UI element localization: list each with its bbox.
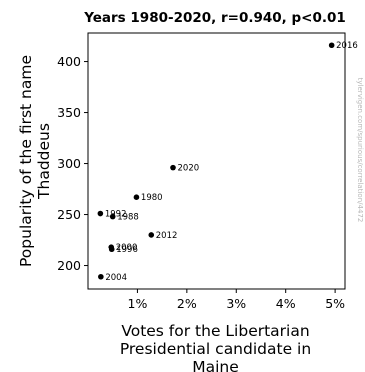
data-point-label: 2012 [156, 231, 178, 241]
data-point-label: 1992 [105, 210, 127, 220]
data-point [108, 244, 115, 250]
data-point [170, 164, 176, 171]
data-point [328, 42, 335, 49]
x-tick-label: 3% [226, 296, 246, 311]
data-point-label: 2020 [178, 164, 200, 174]
y-axis: 200 250 300 350 400 [57, 54, 88, 273]
data-point-label: 1996 [116, 245, 138, 255]
x-tick-label: 5% [325, 296, 345, 311]
data-point [98, 273, 104, 280]
watermark-text: tylervigen.com/spurious/correlation/4472 [356, 78, 364, 223]
data-point [97, 210, 104, 217]
y-axis-label: Popularity of the first nameThaddeus [17, 55, 53, 267]
plot-frame [87, 32, 346, 290]
x-axis: 1% 2% 3% 4% 5% [128, 289, 345, 311]
y-tick-label: 250 [57, 207, 81, 222]
x-axis-label-line: Maine [192, 358, 239, 372]
data-point-label: 1988 [117, 213, 139, 223]
y-tick-label: 350 [57, 105, 81, 120]
data-point-label: 1980 [141, 193, 163, 203]
x-tick-label: 4% [276, 296, 296, 311]
y-tick-label: 200 [57, 258, 81, 273]
x-axis-label-line: Votes for the Libertarian [121, 322, 309, 340]
data-point [109, 213, 116, 220]
y-axis-label-line: Thaddeus [35, 123, 53, 200]
x-tick-label: 1% [128, 296, 148, 311]
y-tick-label: 300 [57, 156, 81, 171]
x-axis-label-line: Presidential candidate in [120, 340, 311, 358]
data-point-label: 2016 [336, 41, 358, 51]
data-point [133, 194, 140, 201]
data-point-label: 2004 [105, 273, 127, 283]
y-tick-label: 400 [57, 54, 81, 69]
chart-title: Years 1980-2020, r=0.940, p<0.01 [83, 10, 346, 26]
data-point-label: 2000 [116, 243, 138, 253]
x-axis-label: Votes for the Libertarian Presidential ca… [120, 322, 311, 372]
x-tick-label: 2% [177, 296, 197, 311]
y-axis-label-line: Popularity of the first name [17, 55, 35, 267]
data-point [148, 232, 155, 238]
